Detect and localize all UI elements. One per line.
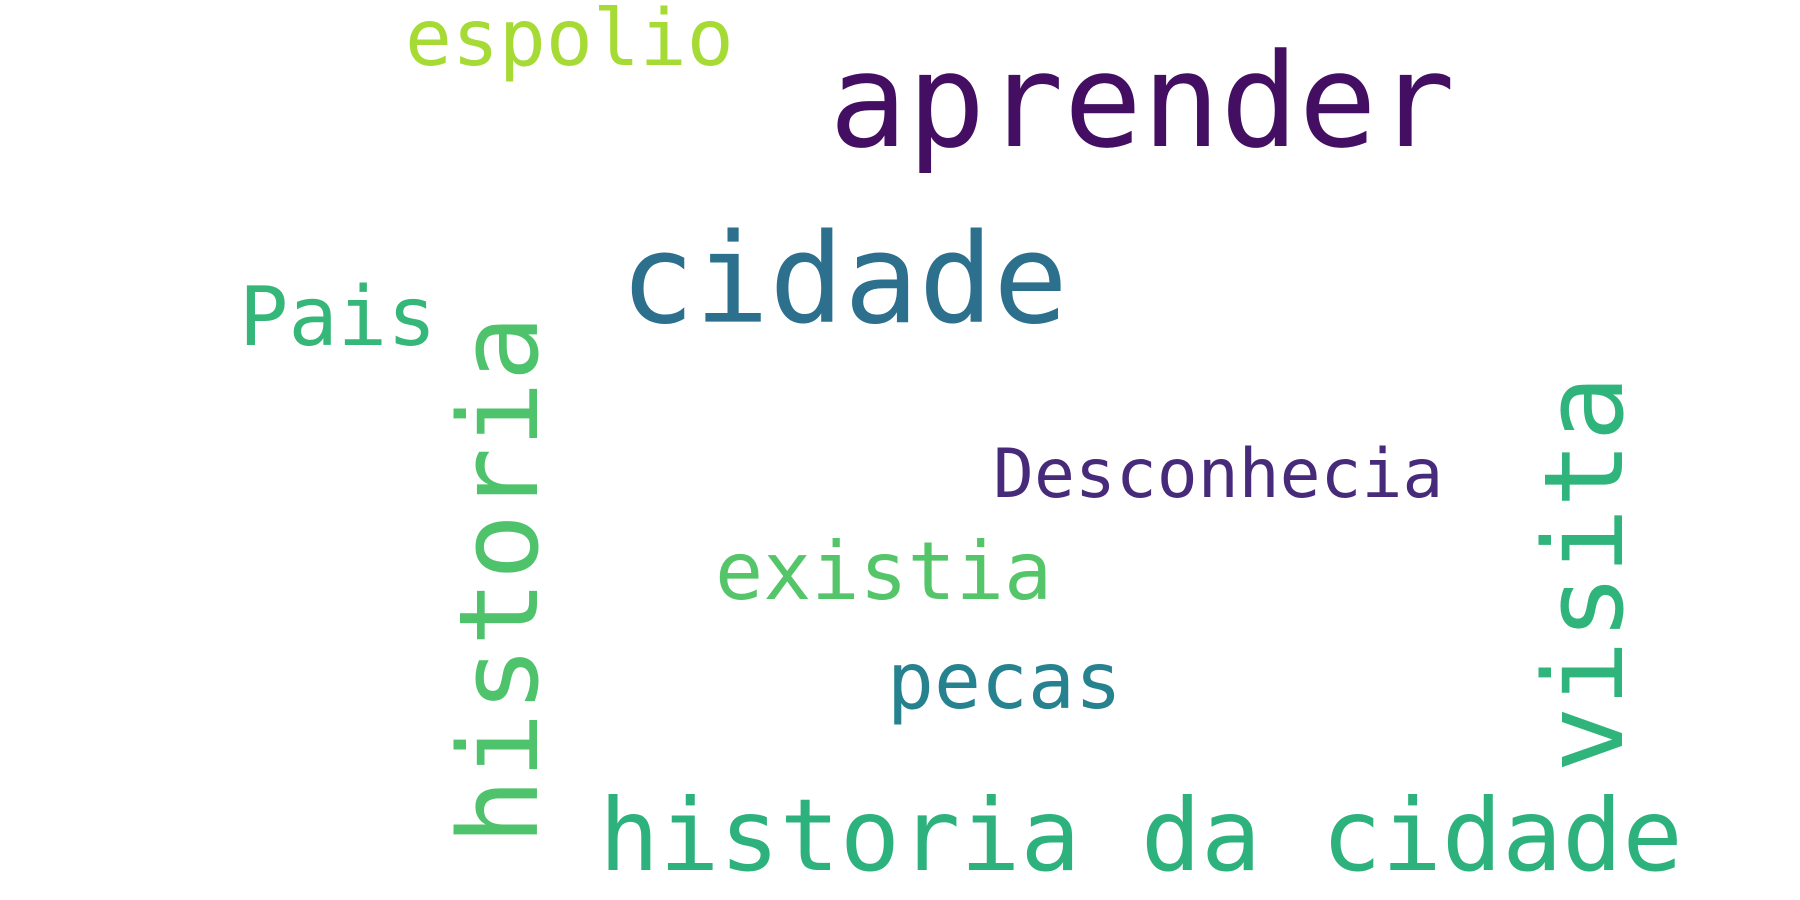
- word-pais: Pais: [239, 270, 437, 365]
- word-espolio: espolio: [405, 0, 734, 84]
- word-aprender: aprender: [829, 25, 1456, 177]
- word-historia: historia: [435, 315, 563, 845]
- word-pecas: pecas: [887, 637, 1122, 727]
- word-desconhecia: Desconhecia: [993, 435, 1444, 514]
- word-visita: visita: [1520, 375, 1648, 773]
- word-historia-da-cidade: historia da cidade: [599, 777, 1683, 894]
- word-cidade: cidade: [620, 208, 1068, 352]
- word-existia: existia: [715, 525, 1053, 618]
